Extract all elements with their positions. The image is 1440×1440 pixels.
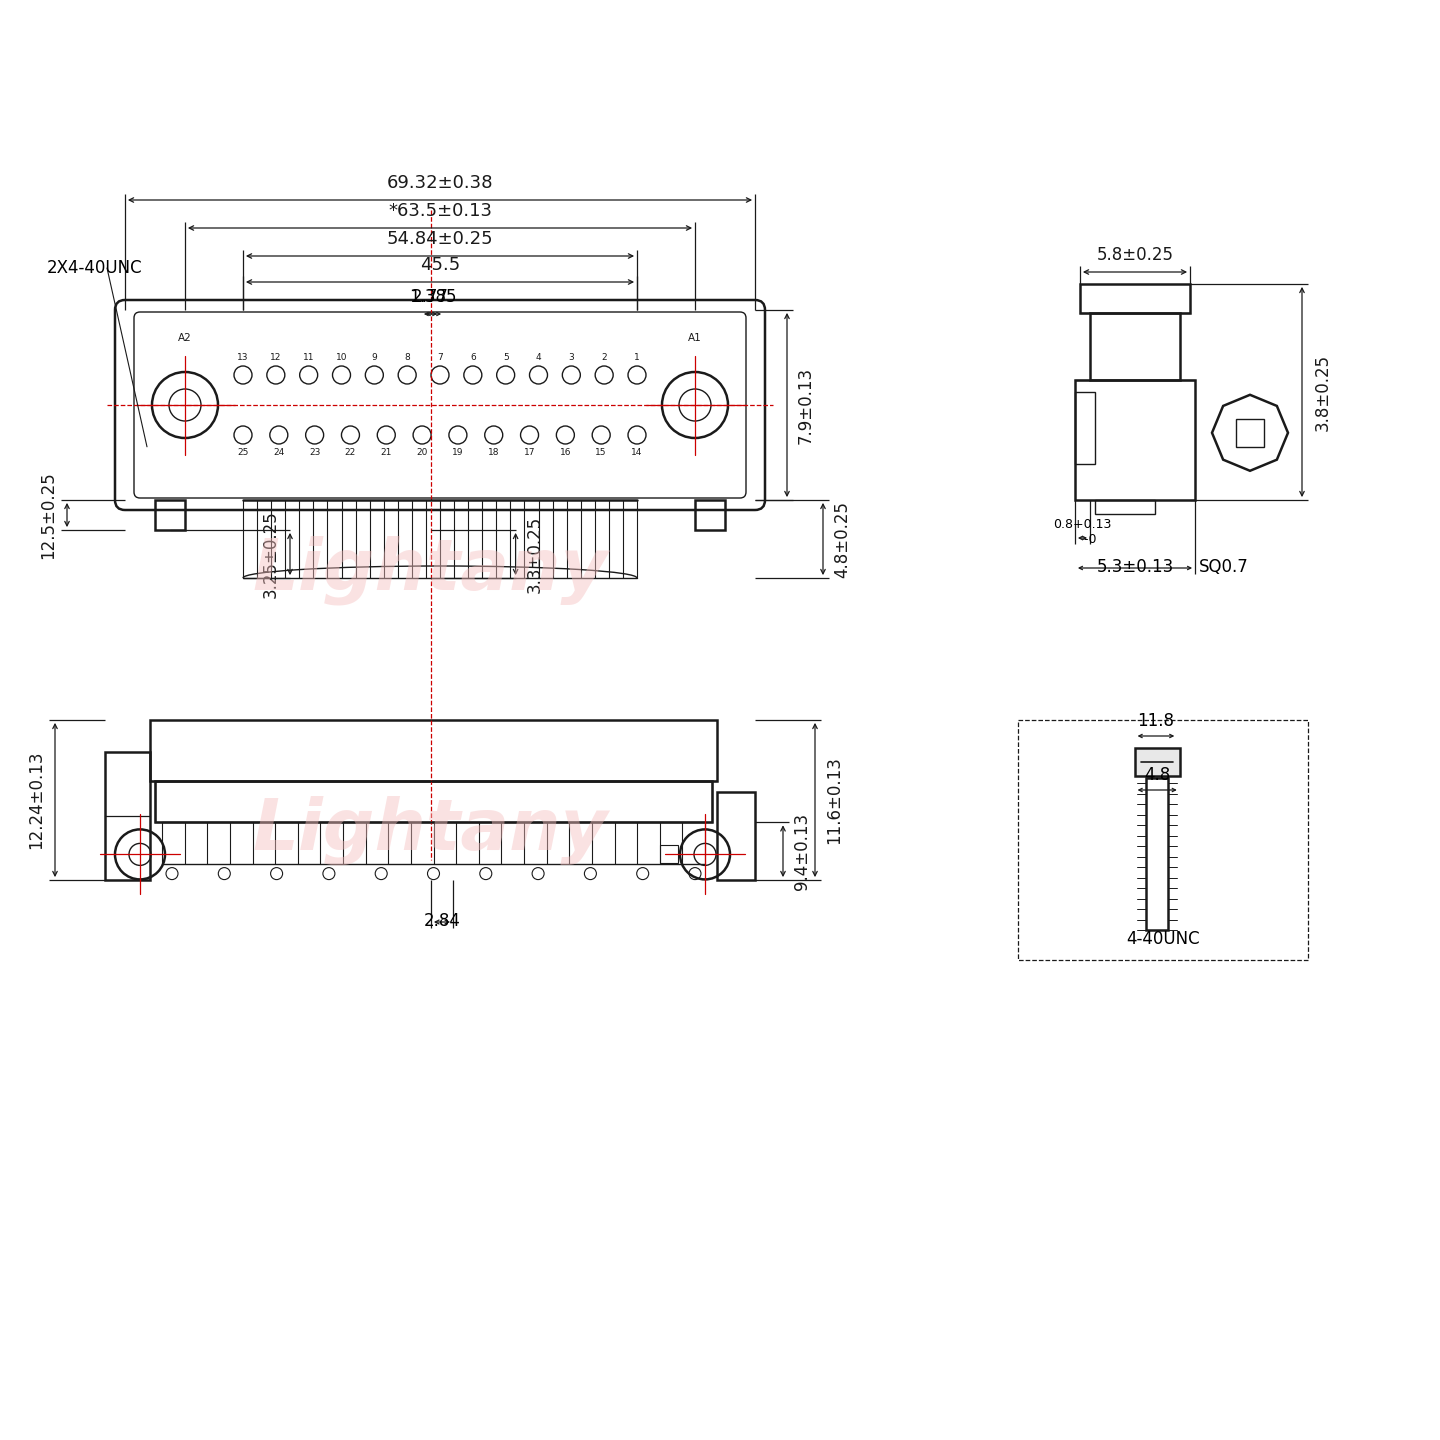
Bar — [660, 845, 678, 864]
Text: Lightany: Lightany — [252, 536, 608, 605]
Bar — [1076, 392, 1094, 464]
Text: 4: 4 — [536, 353, 541, 361]
Text: 3.8±0.25: 3.8±0.25 — [1315, 353, 1332, 431]
Text: 4.8: 4.8 — [1143, 766, 1171, 783]
Text: 25: 25 — [238, 448, 249, 456]
Text: 69.32±0.38: 69.32±0.38 — [387, 174, 494, 192]
Text: 3: 3 — [569, 353, 575, 361]
Text: 23: 23 — [310, 448, 320, 456]
Bar — [717, 792, 755, 880]
Text: 11.6±0.13: 11.6±0.13 — [825, 756, 842, 844]
Text: 54.84±0.25: 54.84±0.25 — [387, 230, 494, 248]
Text: 1: 1 — [634, 353, 639, 361]
Text: 5.8±0.25: 5.8±0.25 — [1096, 246, 1174, 264]
Text: A2: A2 — [179, 333, 192, 343]
Text: 12.24±0.13: 12.24±0.13 — [27, 750, 45, 850]
Bar — [1076, 380, 1195, 500]
Text: 7.9±0.13: 7.9±0.13 — [796, 366, 815, 444]
Text: 19: 19 — [452, 448, 464, 456]
Text: 24: 24 — [274, 448, 285, 456]
Bar — [1146, 778, 1168, 930]
Text: 2.77: 2.77 — [412, 288, 449, 307]
Bar — [156, 500, 184, 530]
Bar — [1236, 419, 1264, 446]
Text: 0.8+0.13
    -0: 0.8+0.13 -0 — [1053, 518, 1112, 546]
Text: SQ0.7: SQ0.7 — [1200, 557, 1248, 576]
Bar — [1080, 284, 1189, 312]
Text: 1.385: 1.385 — [409, 288, 456, 307]
Text: 11.8: 11.8 — [1138, 711, 1175, 730]
Bar — [105, 752, 150, 880]
Text: 2.84: 2.84 — [423, 912, 461, 930]
Text: 12.5±0.25: 12.5±0.25 — [39, 471, 58, 559]
Text: 17: 17 — [524, 448, 536, 456]
Text: 10: 10 — [336, 353, 347, 361]
Bar — [156, 780, 711, 822]
Text: 2X4-40UNC: 2X4-40UNC — [48, 259, 143, 276]
Text: 3.3±0.25: 3.3±0.25 — [526, 516, 544, 593]
Text: 6: 6 — [469, 353, 475, 361]
Text: 8: 8 — [405, 353, 410, 361]
Bar — [696, 500, 724, 530]
Text: 13: 13 — [238, 353, 249, 361]
Text: 9: 9 — [372, 353, 377, 361]
Text: 5.3±0.13: 5.3±0.13 — [1096, 557, 1174, 576]
Text: 22: 22 — [344, 448, 356, 456]
Bar — [1090, 312, 1179, 380]
Text: 3.25±0.25: 3.25±0.25 — [262, 510, 279, 598]
Bar — [1135, 747, 1179, 776]
Text: 21: 21 — [380, 448, 392, 456]
Text: 5: 5 — [503, 353, 508, 361]
Bar — [1094, 500, 1155, 514]
Text: 4.8±0.25: 4.8±0.25 — [832, 501, 851, 577]
Text: Lightany: Lightany — [252, 795, 608, 865]
Text: 2: 2 — [602, 353, 608, 361]
Text: 14: 14 — [631, 448, 642, 456]
Bar — [150, 720, 717, 780]
Text: 4-40UNC: 4-40UNC — [1126, 930, 1200, 948]
Text: *63.5±0.13: *63.5±0.13 — [387, 202, 492, 220]
Text: 18: 18 — [488, 448, 500, 456]
Text: 12: 12 — [271, 353, 282, 361]
Text: 20: 20 — [416, 448, 428, 456]
Text: 11: 11 — [302, 353, 314, 361]
Text: 7: 7 — [438, 353, 444, 361]
Bar — [1018, 720, 1308, 960]
Text: A1: A1 — [688, 333, 701, 343]
Text: 9.4±0.13: 9.4±0.13 — [793, 812, 811, 890]
Text: 45.5: 45.5 — [420, 256, 461, 274]
Text: 15: 15 — [595, 448, 606, 456]
Text: 16: 16 — [560, 448, 572, 456]
